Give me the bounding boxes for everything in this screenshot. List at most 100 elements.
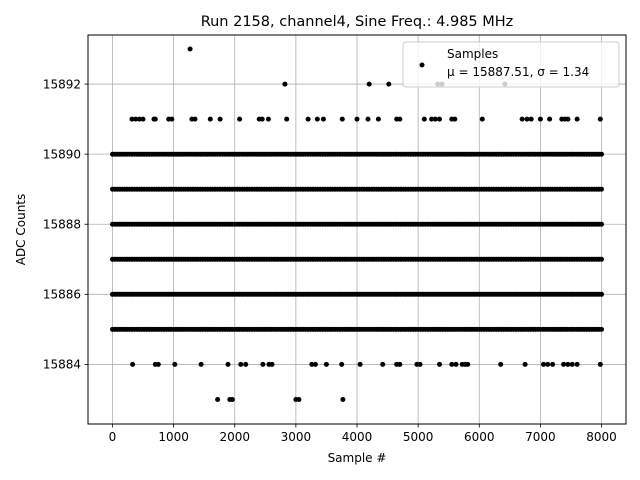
data-point [282,81,288,87]
x-axis-label: Sample # [328,451,387,465]
data-point [309,361,315,367]
data-point [597,116,603,122]
data-point [417,361,423,367]
data-point [380,361,386,367]
data-point [305,116,311,122]
data-point [397,116,403,122]
data-point [429,116,435,122]
data-point [599,221,604,227]
data-point [550,361,556,367]
x-tick-label: 0 [109,430,117,444]
legend-box [402,41,620,88]
data-point [465,361,471,367]
x-tick-label: 5000 [403,430,434,444]
data-point [561,361,567,367]
data-point [365,116,371,122]
legend: Samples μ = 15887.51, σ = 1.34 [402,41,620,88]
data-point [524,116,530,122]
data-point [130,361,136,367]
data-point [354,116,360,122]
x-tick-label: 1000 [158,430,189,444]
data-point [357,361,363,367]
data-point [215,397,221,402]
data-point [225,361,231,367]
data-point [229,397,235,402]
data-point [265,116,271,122]
x-tick-label: 7000 [525,430,556,444]
data-point [479,116,485,122]
x-tick-label: 2000 [219,430,250,444]
data-point [537,116,543,122]
data-point [133,116,139,122]
data-point [498,361,504,367]
y-tick-label: 15886 [43,288,81,302]
data-point [312,361,318,367]
data-point [386,81,392,87]
data-point [565,116,571,122]
data-point [449,361,455,367]
x-tick-label: 6000 [464,430,495,444]
data-point [269,361,275,367]
data-point [238,361,244,367]
data-points [110,46,604,402]
data-point [129,116,135,122]
data-point [545,361,551,367]
y-tick-label: 15888 [43,218,81,232]
data-point [574,361,580,367]
x-tick-label: 8000 [586,430,617,444]
data-point [453,361,459,367]
data-point [323,361,329,367]
data-point [452,116,458,122]
chart-title: Run 2158, channel4, Sine Freq.: 4.985 MH… [201,14,514,30]
data-point [565,361,571,367]
data-point [172,361,178,367]
data-point [528,116,534,122]
data-point [169,116,175,122]
x-tick-label: 4000 [342,430,373,444]
data-point [574,116,580,122]
data-point [541,361,546,367]
data-point [237,116,243,122]
data-point [599,151,604,157]
data-point [597,361,603,367]
data-point [519,116,525,122]
data-point [152,116,158,122]
legend-entry-samples: Samples [447,47,498,61]
data-point [207,116,213,122]
data-point [340,397,346,402]
data-point [366,81,372,87]
data-point [421,116,427,122]
data-point [599,256,604,262]
y-axis-ticks: 15884 15886 15888 15890 15892 [43,77,88,372]
data-point [217,116,223,122]
data-point [432,116,438,122]
data-point [296,397,302,402]
y-tick-label: 15892 [43,77,81,91]
data-point [243,361,249,367]
data-point [187,46,193,52]
y-tick-label: 15884 [43,358,81,372]
data-point [314,116,320,122]
data-point [375,116,381,122]
x-axis-ticks: 0 1000 2000 3000 4000 5000 6000 7000 8000 [109,424,617,444]
legend-entry-stats: μ = 15887.51, σ = 1.34 [447,65,589,79]
data-point [198,361,204,367]
data-point [569,361,575,367]
data-point [192,116,198,122]
data-point [522,361,528,367]
data-point [260,361,266,367]
data-point [599,186,604,192]
data-point [284,116,290,122]
data-point [599,291,604,297]
legend-marker [419,62,425,68]
data-point [140,116,146,122]
data-point [437,361,442,367]
data-point [259,116,265,122]
data-point [155,361,161,367]
data-point [599,326,604,332]
data-point [547,116,553,122]
data-point [339,361,345,367]
data-point [437,116,442,122]
y-axis-label: ADC Counts [14,194,28,266]
